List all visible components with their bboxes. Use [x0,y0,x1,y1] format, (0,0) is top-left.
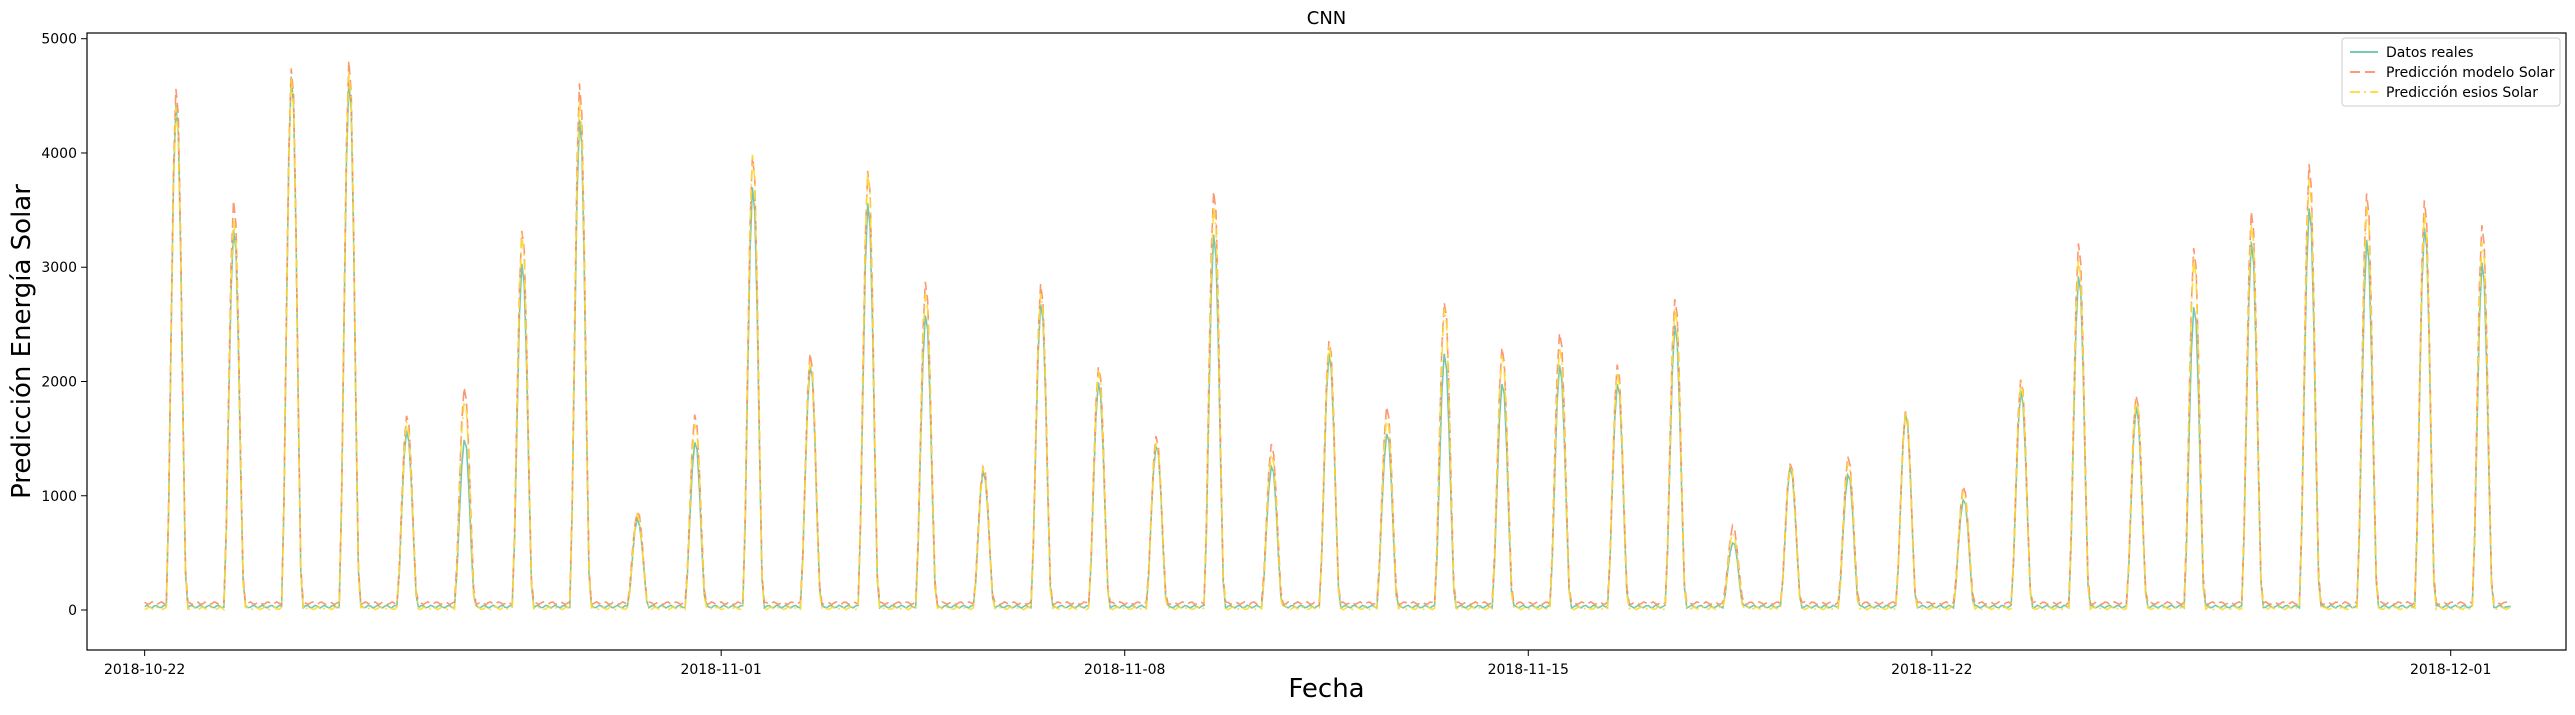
x-tick-label: 2018-11-08 [1084,662,1165,678]
x-tick-label: 2018-11-01 [680,662,761,678]
legend-label: Datos reales [2386,45,2474,61]
y-tick-label: 3000 [41,260,77,276]
y-tick-label: 0 [68,603,77,619]
y-tick-label: 4000 [41,146,77,162]
plot-frame [86,32,2567,651]
series-line-2 [144,60,2511,607]
y-axis-title: Predicción Energía Solar [7,184,37,499]
x-tick-label: 2018-11-22 [1891,662,1972,678]
x-tick-label: 2018-10-22 [104,662,185,678]
legend-label: Predicción esios Solar [2386,85,2538,101]
y-tick-label: 5000 [41,32,77,48]
legend: Datos reales Predicción modelo Solar Predi… [2341,37,2561,107]
x-tick-label: 2018-11-15 [1488,662,1569,678]
x-axis-title: Fecha [1288,674,1364,704]
legend-label: Predicción modelo Solar [2386,65,2555,81]
series-line-3 [144,72,2511,612]
chart-title: CNN [1307,8,1347,29]
y-tick-label: 1000 [41,489,77,505]
x-tick-label: 2018-12-01 [2410,662,2491,678]
legend-box [2341,37,2561,107]
y-tick-label: 2000 [41,374,77,390]
series-line-1 [144,76,2511,610]
series-lines [144,60,2511,612]
